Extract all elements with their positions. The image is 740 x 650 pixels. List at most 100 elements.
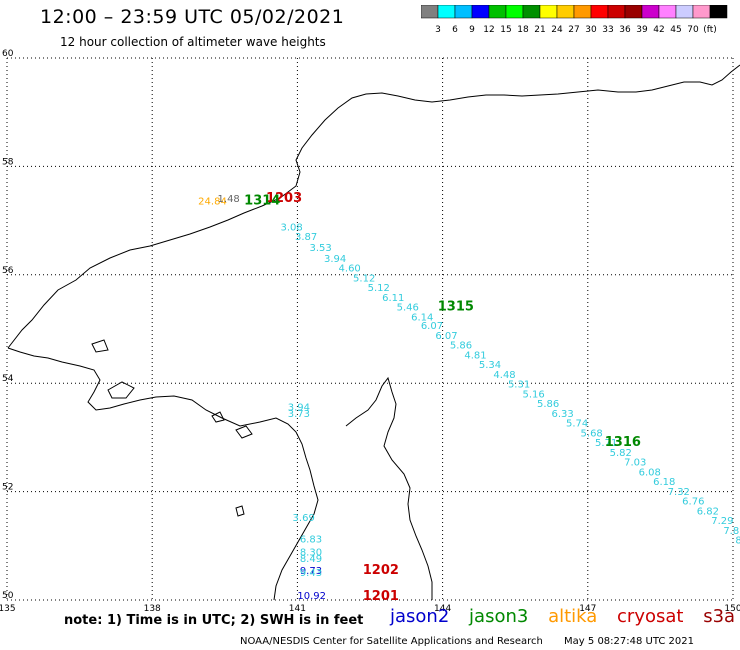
data-point: 6.14 (411, 312, 433, 323)
island-2 (91, 339, 109, 353)
data-point: 6.18 (653, 477, 675, 488)
data-point: 6.33 (552, 409, 574, 420)
pass-label: 1316 (605, 435, 641, 450)
data-point: 5.74 (566, 419, 588, 430)
y-tick-label: 54 (2, 374, 14, 384)
data-point: 3.53 (310, 243, 332, 254)
scale-label: 27 (568, 25, 579, 35)
coastline-tatar-west (7, 347, 319, 601)
scale-label: 70 (687, 25, 699, 35)
data-point: 3.69 (293, 513, 315, 524)
data-point: 6.07 (421, 321, 443, 332)
scale-label: 45 (670, 25, 681, 35)
y-tick-label: 50 (2, 591, 14, 601)
legend-jason2: jason2 (390, 606, 450, 627)
scale-label: 18 (517, 25, 529, 35)
island-5 (235, 505, 245, 517)
legend-jason3: jason3 (469, 606, 529, 627)
satellite-legend: jason2 jason3 altika cryosat s3a (390, 606, 740, 627)
data-point: 3.87 (295, 232, 317, 243)
island-1 (107, 381, 135, 399)
grid (6, 57, 734, 601)
pass-label: 1202 (363, 563, 399, 578)
island-4 (211, 411, 225, 423)
scale-label: 3 (435, 25, 441, 35)
footer-time: May 5 08:27:48 UTC 2021 (564, 636, 694, 647)
data-point: 6.82 (697, 506, 719, 517)
data-point: 5.86 (450, 341, 472, 352)
data-point: 8.03 (735, 536, 740, 547)
data-point: 5.16 (522, 389, 544, 400)
data-point: 5.34 (479, 360, 501, 371)
x-tick-label: 147 (579, 604, 596, 614)
x-tick-label: 135 (0, 604, 16, 614)
data-point: 5.12 (353, 273, 375, 284)
data-point: 4.48 (493, 370, 515, 381)
scale-label: 30 (585, 25, 597, 35)
x-tick-label: 144 (434, 604, 451, 614)
data-point: 5.46 (397, 303, 419, 314)
data-point: 7.32 (668, 487, 690, 498)
coastline-sakhalin (345, 376, 433, 600)
data-point: 8.30 (300, 548, 322, 559)
scale-label: 21 (534, 25, 545, 35)
x-tick-label: 138 (144, 604, 161, 614)
x-tick-label: 141 (289, 604, 306, 614)
data-point: 7.29 (711, 516, 733, 527)
data-point: 8.49 (300, 554, 322, 565)
data-point: 3.94 (324, 254, 346, 265)
x-tick-label: 150 (724, 604, 740, 614)
scale-swatch (709, 5, 728, 19)
y-tick-label: 56 (2, 266, 14, 276)
data-point: 24.84 (198, 196, 227, 207)
data-point: 5.86 (537, 399, 559, 410)
y-tick-label: 60 (2, 49, 14, 59)
pass-label: 1315 (438, 300, 474, 315)
scale-label: 9 (469, 25, 475, 35)
data-point: 6.08 (639, 467, 661, 478)
data-point: 6.76 (682, 497, 704, 508)
data-point: 9.43 (300, 568, 322, 579)
data-point: 10.92 (297, 591, 326, 602)
data-point: 7.82 (723, 526, 740, 537)
data-point: 6.11 (382, 293, 404, 304)
data-point: 1.48 (218, 194, 240, 205)
pass-label: 1201 (363, 589, 399, 604)
data-point: 4.81 (464, 350, 486, 361)
data-point: 5.31 (508, 380, 530, 391)
footer-credit: NOAA/NESDIS Center for Satellite Applica… (240, 636, 543, 647)
legend-cryosat: cryosat (617, 606, 684, 627)
legend-altika: altika (548, 606, 598, 627)
pass-label: 1203 (266, 191, 302, 206)
data-point: 3.94 (288, 402, 310, 413)
data-point: 9.73 (300, 566, 322, 577)
color-scale: 3 6 9 12 15 18 21 24 27 30 33 36 39 42 45 70 (ft) (421, 5, 728, 35)
scale-label: 15 (500, 25, 511, 35)
coastline-north (7, 64, 740, 349)
data-point: 5.71 (595, 438, 617, 449)
data-point: 6.07 (435, 331, 457, 342)
scale-label: 42 (653, 25, 664, 35)
y-tick-label: 58 (2, 157, 14, 167)
chart-subtitle: 12 hour collection of altimeter wave hei… (60, 35, 326, 49)
footer: NOAA/NESDIS Center for Satellite Applica… (240, 636, 694, 647)
note: note: 1) Time is in UTC; 2) SWH is in fe… (64, 613, 364, 628)
pass-label: 1314 (244, 193, 280, 208)
island-3 (235, 425, 253, 439)
data-point: 5.12 (368, 283, 390, 294)
data-points: 3.083.873.533.944.605.125.126.115.466.14… (198, 194, 740, 602)
data-point: 5.82 (610, 448, 632, 459)
legend-s3a: s3a (703, 606, 736, 627)
data-point: 5.68 (581, 428, 603, 439)
scale-label: 24 (551, 25, 563, 35)
data-point: 3.73 (288, 409, 310, 420)
data-point: 6.83 (300, 535, 322, 546)
coastline (7, 64, 740, 601)
y-tick-label: 52 (2, 483, 13, 493)
data-point: 3.08 (280, 222, 302, 233)
scale-label: 36 (619, 25, 631, 35)
scale-label: (ft) (703, 25, 717, 35)
scale-label: 12 (483, 25, 494, 35)
